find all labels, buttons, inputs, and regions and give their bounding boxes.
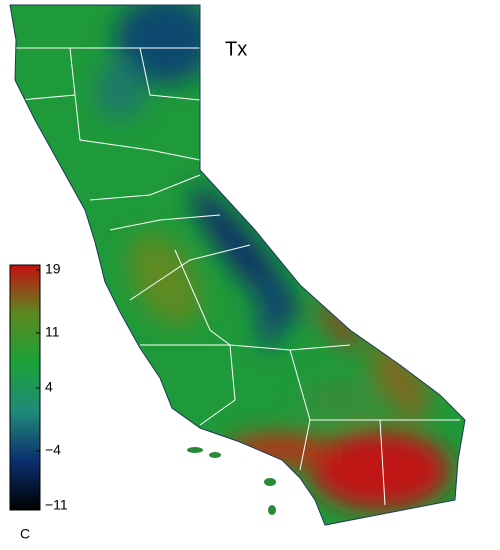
state-outline [9, 4, 466, 526]
islands [187, 447, 276, 515]
colorbar-tick-label: −4 [45, 442, 61, 458]
colorbar-unit: C [20, 526, 30, 542]
colorbar [9, 264, 41, 511]
colorbar-tick-label: 11 [45, 324, 60, 340]
colorbar-tick-label: 4 [45, 379, 53, 395]
colorbar-tick-label: −11 [45, 497, 68, 513]
map-title: Tx [225, 38, 247, 60]
colorbar-tick-label: 19 [45, 261, 61, 277]
county-lines [10, 47, 460, 506]
